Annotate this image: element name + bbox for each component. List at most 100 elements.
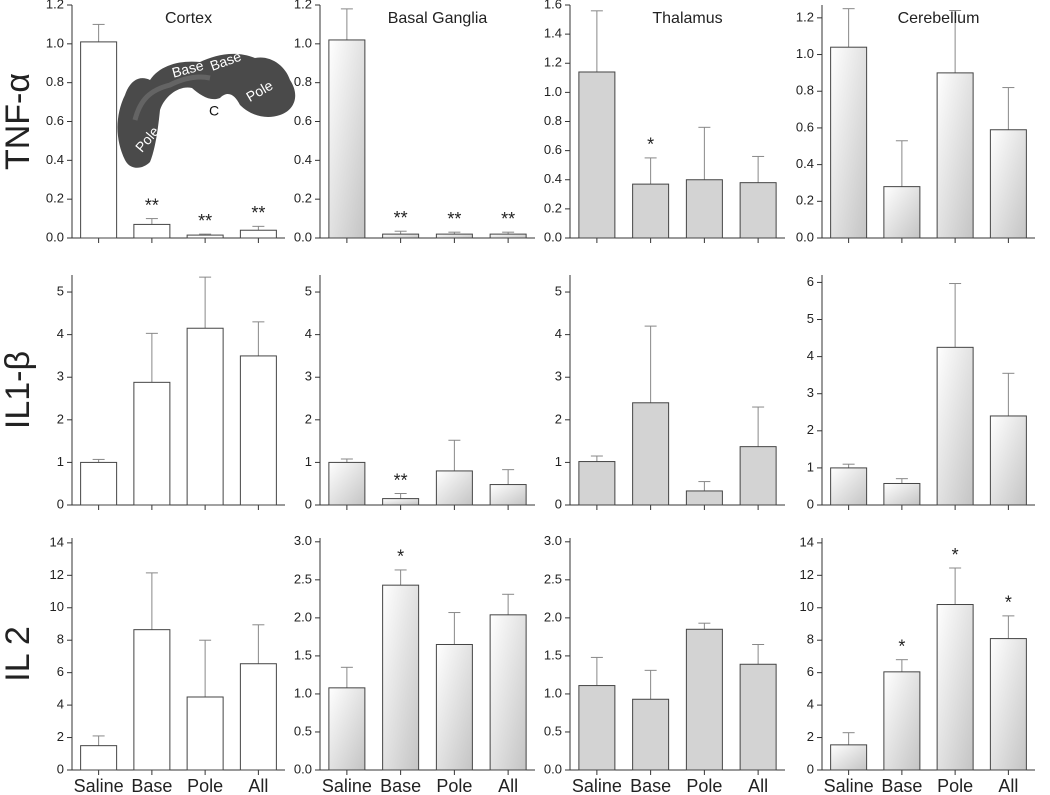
bar bbox=[133, 381, 171, 506]
bar bbox=[186, 327, 224, 506]
bar bbox=[685, 628, 723, 771]
bar bbox=[80, 745, 118, 771]
x-tick-label: Pole bbox=[187, 776, 223, 795]
bar bbox=[830, 46, 868, 239]
significance-label: ** bbox=[198, 211, 212, 231]
y-tick-label: 0 bbox=[807, 761, 814, 776]
bar bbox=[883, 671, 921, 771]
y-tick-label: 0.0 bbox=[544, 229, 562, 244]
bar bbox=[239, 663, 277, 771]
y-tick-label: 5 bbox=[555, 283, 562, 298]
y-tick-label: 0.4 bbox=[46, 152, 64, 167]
bar bbox=[328, 461, 366, 506]
y-tick-label: 1.2 bbox=[294, 0, 312, 11]
y-tick-label: 2 bbox=[57, 411, 64, 426]
bar bbox=[489, 614, 527, 771]
y-tick-label: 3 bbox=[57, 369, 64, 384]
y-tick-label: 2.0 bbox=[294, 609, 312, 624]
y-tick-label: 0.4 bbox=[294, 152, 312, 167]
significance-label: ** bbox=[501, 209, 515, 229]
y-tick-label: 12 bbox=[50, 567, 64, 582]
bar bbox=[578, 685, 616, 771]
bar bbox=[489, 484, 527, 506]
y-tick-label: 2 bbox=[57, 729, 64, 744]
y-tick-label: 1.0 bbox=[294, 35, 312, 50]
bar bbox=[830, 467, 868, 506]
y-tick-label: 1.5 bbox=[294, 647, 312, 662]
y-tick-label: 2.5 bbox=[294, 571, 312, 586]
y-tick-label: 3 bbox=[305, 369, 312, 384]
bar bbox=[133, 223, 171, 239]
y-tick-label: 8 bbox=[807, 632, 814, 647]
row-label: TNF-α bbox=[0, 73, 37, 170]
y-tick-label: 2.5 bbox=[544, 571, 562, 586]
inset-label: C bbox=[209, 103, 219, 119]
y-tick-label: 1.0 bbox=[544, 84, 562, 99]
y-tick-label: 0.2 bbox=[294, 191, 312, 206]
bar bbox=[632, 183, 670, 239]
bar bbox=[435, 470, 473, 506]
bar bbox=[382, 233, 420, 239]
y-tick-label: 1.5 bbox=[544, 647, 562, 662]
y-tick-label: 2.0 bbox=[544, 609, 562, 624]
significance-label: ** bbox=[394, 470, 408, 490]
y-tick-label: 1 bbox=[555, 454, 562, 469]
y-tick-label: 2 bbox=[807, 422, 814, 437]
significance-label: * bbox=[952, 545, 959, 565]
y-tick-label: 0.0 bbox=[544, 761, 562, 776]
y-tick-label: 2 bbox=[807, 729, 814, 744]
significance-label: * bbox=[397, 547, 404, 567]
x-tick-label: All bbox=[998, 776, 1018, 795]
y-tick-label: 12 bbox=[800, 567, 814, 582]
bar bbox=[989, 638, 1027, 771]
y-tick-label: 1 bbox=[305, 454, 312, 469]
y-tick-label: 0 bbox=[57, 496, 64, 511]
y-tick-label: 2 bbox=[305, 411, 312, 426]
y-tick-label: 0.8 bbox=[294, 74, 312, 89]
y-tick-label: 1.0 bbox=[796, 46, 814, 61]
y-tick-label: 6 bbox=[807, 274, 814, 289]
y-tick-label: 1 bbox=[807, 459, 814, 474]
bar bbox=[883, 186, 921, 239]
y-tick-label: 1.2 bbox=[46, 0, 64, 11]
x-tick-label: Saline bbox=[572, 776, 622, 795]
y-tick-label: 3.0 bbox=[544, 533, 562, 548]
y-tick-label: 8 bbox=[57, 632, 64, 647]
y-tick-label: 0.5 bbox=[294, 723, 312, 738]
significance-label: ** bbox=[145, 195, 159, 215]
x-tick-label: Base bbox=[380, 776, 421, 795]
bar bbox=[578, 461, 616, 506]
y-tick-label: 2 bbox=[555, 411, 562, 426]
bar bbox=[435, 643, 473, 771]
y-tick-label: 0.0 bbox=[294, 229, 312, 244]
x-tick-label: Pole bbox=[937, 776, 973, 795]
bar bbox=[328, 39, 366, 239]
bar bbox=[830, 744, 868, 771]
y-tick-label: 4 bbox=[555, 326, 562, 341]
significance-label: ** bbox=[394, 208, 408, 228]
x-tick-label: All bbox=[498, 776, 518, 795]
x-tick-label: All bbox=[748, 776, 768, 795]
y-tick-label: 0.8 bbox=[46, 74, 64, 89]
y-tick-label: 0.5 bbox=[544, 723, 562, 738]
panel-title: Cortex bbox=[165, 10, 212, 27]
y-tick-label: 0 bbox=[57, 761, 64, 776]
y-tick-label: 14 bbox=[50, 534, 64, 549]
bar bbox=[80, 41, 118, 239]
x-tick-label: Pole bbox=[686, 776, 722, 795]
y-tick-label: 3.0 bbox=[294, 533, 312, 548]
y-tick-label: 0.6 bbox=[796, 119, 814, 134]
bar bbox=[382, 498, 420, 506]
y-tick-label: 14 bbox=[800, 534, 814, 549]
bar bbox=[685, 179, 723, 239]
y-tick-label: 0.6 bbox=[294, 113, 312, 128]
y-tick-label: 0.6 bbox=[544, 142, 562, 157]
y-tick-label: 4 bbox=[807, 348, 814, 363]
y-tick-label: 1.0 bbox=[294, 685, 312, 700]
y-tick-label: 6 bbox=[57, 664, 64, 679]
bar bbox=[632, 698, 670, 771]
y-tick-label: 0.4 bbox=[544, 171, 562, 186]
bar bbox=[632, 402, 670, 506]
y-tick-label: 5 bbox=[807, 311, 814, 326]
inset-image bbox=[117, 53, 296, 168]
